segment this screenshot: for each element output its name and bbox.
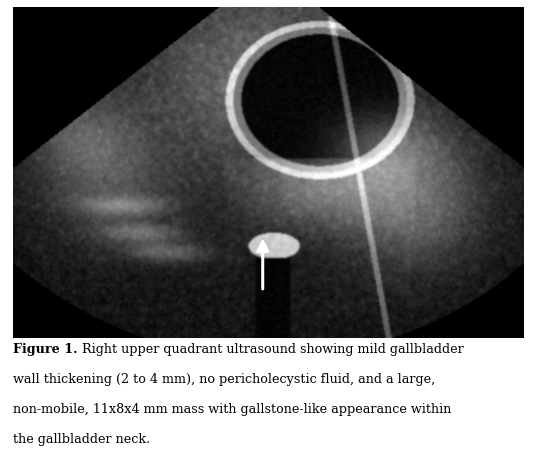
Text: Figure 1.: Figure 1. <box>13 343 78 356</box>
Text: wall thickening (2 to 4 mm), no pericholecystic fluid, and a large,: wall thickening (2 to 4 mm), no perichol… <box>13 373 435 386</box>
Text: non-mobile, 11x8x4 mm mass with gallstone-like appearance within: non-mobile, 11x8x4 mm mass with gallston… <box>13 403 452 416</box>
Text: Right upper quadrant ultrasound showing mild gallbladder: Right upper quadrant ultrasound showing … <box>78 343 464 356</box>
Text: the gallbladder neck.: the gallbladder neck. <box>13 433 151 446</box>
